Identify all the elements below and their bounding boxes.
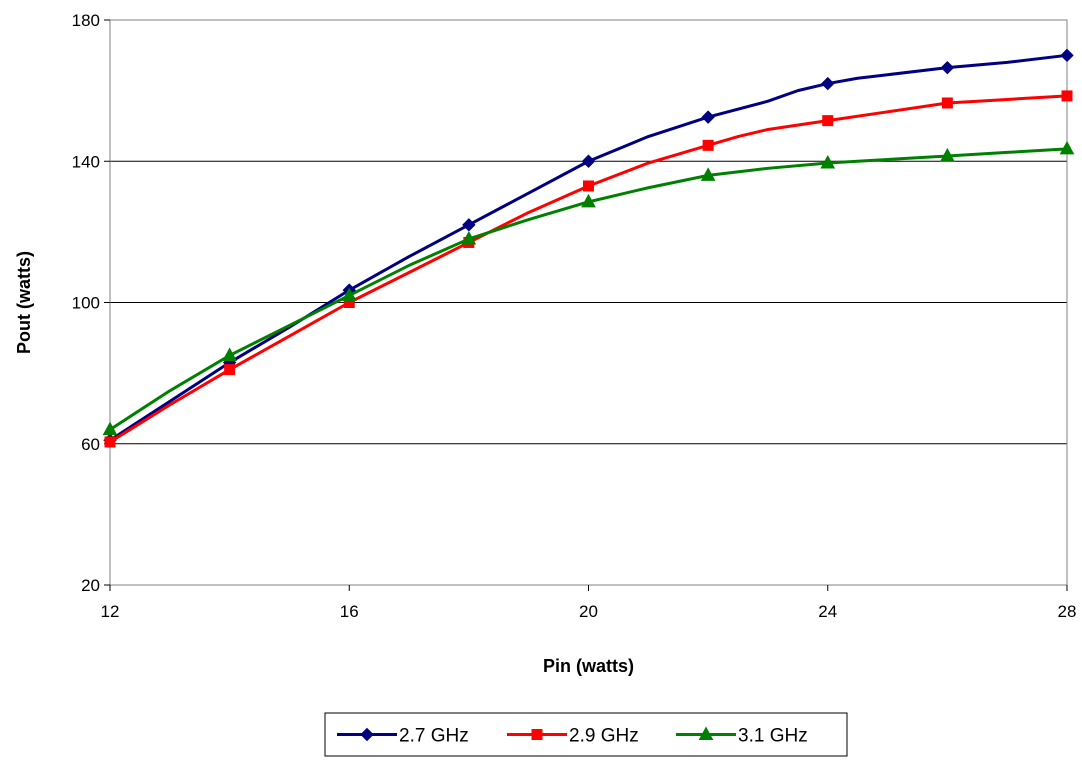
data-point-diamond (701, 110, 715, 124)
y-axis-ticks: 20 60 100 140 180 (72, 11, 110, 595)
legend-label: 3.1 GHz (738, 726, 808, 747)
data-point-triangle (102, 421, 118, 436)
legend-marker (531, 729, 543, 740)
series-line (109, 94, 1068, 444)
x-tick-label: 20 (579, 602, 598, 621)
data-point-square (104, 436, 116, 448)
legend-item: 2.7 GHz (337, 726, 469, 747)
x-tick-label: 24 (818, 602, 837, 621)
legend-marker (360, 727, 374, 742)
legend: 2.7 GHz 2.9 GHz 3.1 GHz (324, 712, 848, 757)
y-tick-label: 140 (72, 152, 100, 171)
data-point-triangle (461, 230, 477, 245)
data-point-triangle (940, 147, 955, 162)
data-point-square (941, 97, 953, 109)
series-2-7-ghz (103, 48, 1074, 447)
series-3-1-ghz (102, 140, 1075, 436)
legend-item: 3.1 GHz (676, 726, 808, 747)
data-point-diamond (940, 60, 955, 75)
legend-item: 2.9 GHz (507, 726, 639, 747)
data-point-square (702, 139, 714, 151)
data-point-square (1061, 90, 1073, 102)
x-tick-label: 28 (1058, 602, 1077, 621)
x-tick-label: 12 (101, 602, 120, 621)
y-tick-label: 60 (81, 435, 100, 454)
legend-label: 2.9 GHz (569, 726, 639, 747)
data-point-triangle (1059, 140, 1075, 155)
data-point-diamond (1060, 48, 1074, 63)
data-point-triangle (820, 154, 836, 169)
data-point-square (224, 364, 236, 376)
data-point-triangle (700, 167, 716, 181)
legend-box (324, 712, 848, 757)
data-point-diamond (462, 218, 476, 232)
legend-marker (698, 726, 714, 740)
gridlines (110, 19, 1067, 445)
legend-label: 2.7 GHz (399, 726, 469, 747)
data-point-triangle (581, 193, 596, 208)
data-point-square (822, 115, 834, 127)
data-point-triangle (222, 347, 237, 361)
data-point-diamond (581, 154, 596, 168)
series-2-9-ghz (104, 90, 1073, 448)
data-point-diamond (821, 76, 835, 91)
series-line (109, 53, 1068, 442)
x-axis-title: Pin (watts) (543, 656, 634, 676)
x-tick-label: 16 (340, 602, 359, 621)
y-tick-label: 100 (72, 294, 100, 313)
data-point-triangle (341, 287, 357, 301)
y-tick-label: 180 (72, 11, 100, 30)
data-point-square (583, 180, 594, 192)
x-axis-ticks: 12 16 20 24 28 (101, 585, 1077, 621)
series-lines (102, 48, 1075, 448)
y-axis-title: Pout (watts) (14, 251, 34, 354)
y-tick-label: 20 (81, 576, 100, 595)
